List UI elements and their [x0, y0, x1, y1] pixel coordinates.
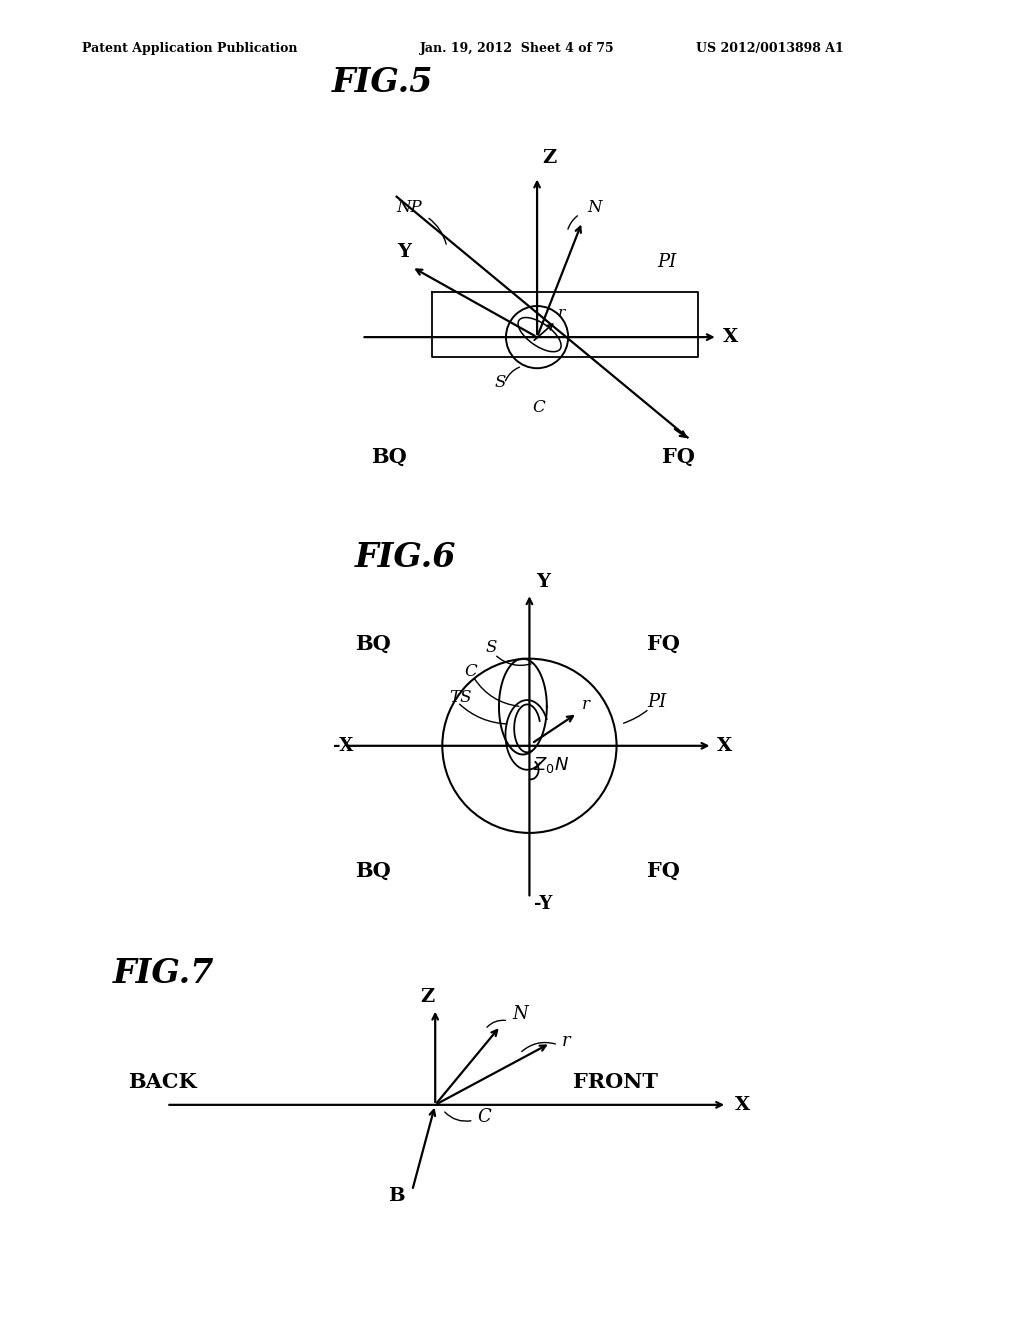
Text: NP: NP: [396, 199, 422, 215]
Text: -X: -X: [334, 737, 353, 755]
Text: B: B: [388, 1187, 406, 1205]
Text: Y: Y: [536, 573, 550, 591]
Text: $\mathit{Z_0N}$: $\mathit{Z_0N}$: [532, 755, 569, 775]
Text: S: S: [485, 639, 498, 656]
Text: TS: TS: [449, 689, 471, 706]
Text: X: X: [723, 329, 738, 346]
Text: FQ: FQ: [647, 861, 680, 880]
Text: Jan. 19, 2012  Sheet 4 of 75: Jan. 19, 2012 Sheet 4 of 75: [420, 42, 614, 55]
Text: BACK: BACK: [128, 1072, 197, 1092]
Text: -Y: -Y: [534, 895, 552, 913]
Text: FIG.7: FIG.7: [113, 957, 214, 990]
Text: N: N: [512, 1005, 527, 1023]
Text: C: C: [477, 1107, 492, 1126]
Text: PI: PI: [657, 253, 677, 271]
Text: BQ: BQ: [355, 861, 391, 880]
Text: PI: PI: [647, 693, 667, 710]
Text: FIG.6: FIG.6: [355, 541, 457, 574]
Text: r: r: [562, 1032, 570, 1051]
Text: r: r: [558, 306, 565, 319]
Text: C: C: [464, 663, 477, 680]
Text: N: N: [587, 199, 602, 215]
Text: Y: Y: [396, 243, 411, 261]
Text: Z: Z: [542, 149, 556, 166]
Text: X: X: [735, 1096, 750, 1114]
Text: US 2012/0013898 A1: US 2012/0013898 A1: [696, 42, 844, 55]
Text: C: C: [532, 400, 545, 416]
Text: X: X: [717, 737, 732, 755]
Text: BQ: BQ: [372, 446, 408, 466]
Text: r: r: [582, 696, 590, 713]
Text: Patent Application Publication: Patent Application Publication: [82, 42, 297, 55]
Text: FRONT: FRONT: [573, 1072, 658, 1092]
Text: Z: Z: [421, 987, 434, 1006]
Text: FQ: FQ: [647, 634, 680, 653]
Text: FIG.5: FIG.5: [332, 66, 433, 99]
Text: FQ: FQ: [663, 446, 695, 466]
Text: BQ: BQ: [355, 634, 391, 653]
Text: S: S: [495, 375, 506, 391]
